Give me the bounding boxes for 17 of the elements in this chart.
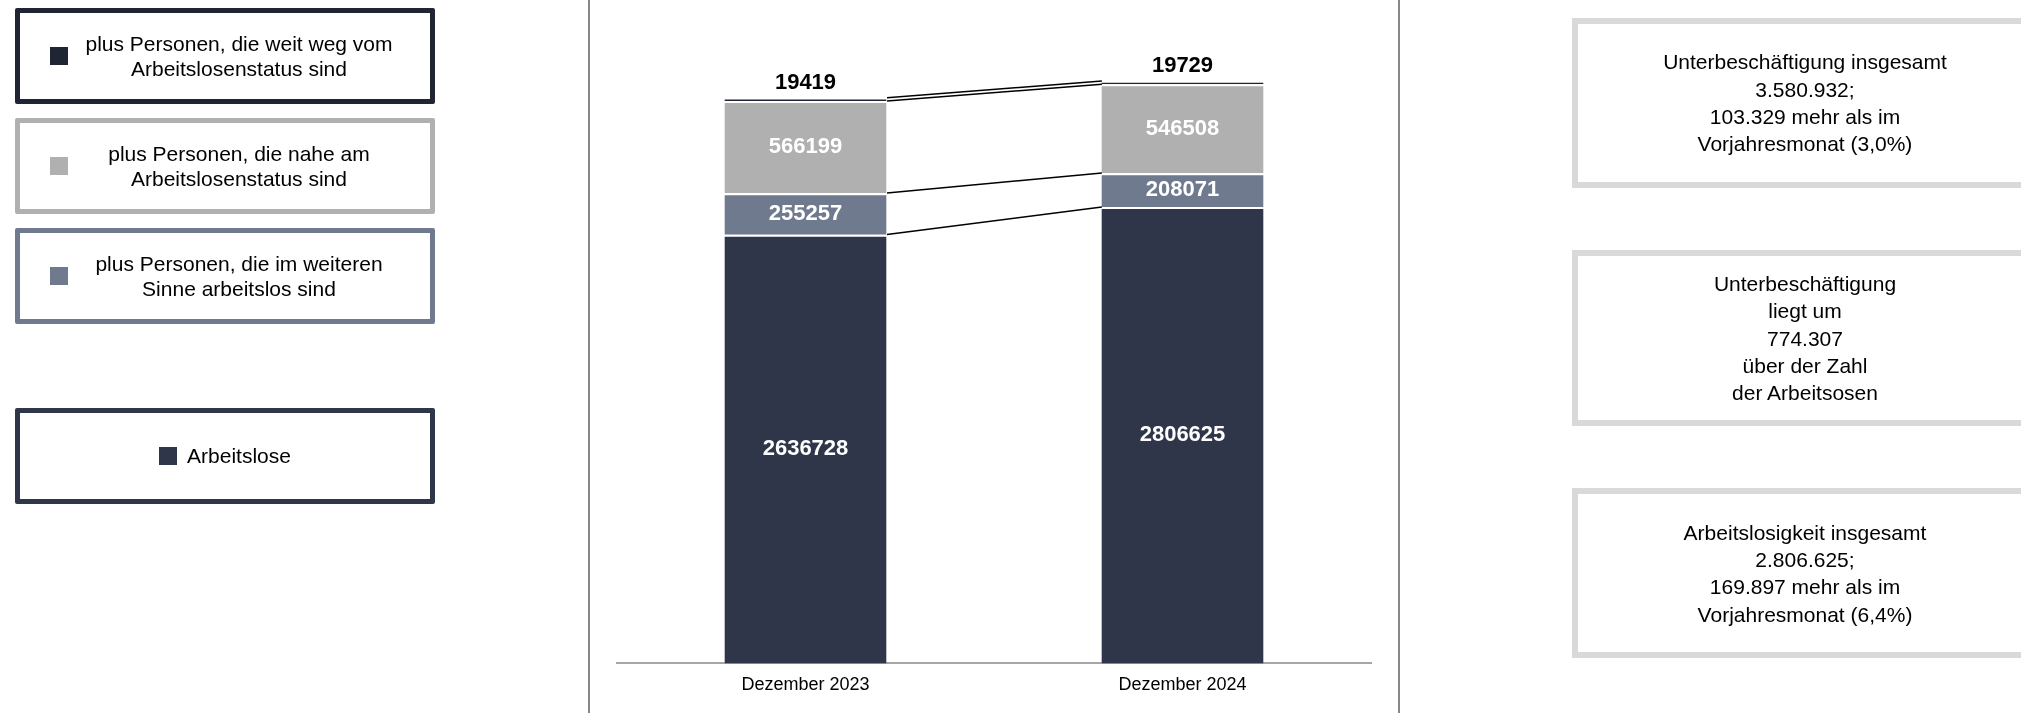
data-label: 2636728	[762, 435, 849, 461]
data-label: 208071	[1145, 176, 1220, 202]
data-label: 19419	[774, 69, 837, 94]
data-label: 2806625	[1139, 421, 1226, 447]
legend-label: plus Personen, die weit weg vom Arbeitslosenstatus sind	[84, 30, 394, 82]
text: Unterbeschäftigung liegt um 774.307 über der Zahl der Arbeitsosen	[1572, 250, 2021, 427]
text: Arbeitslosigkeit insgesamt 2.806.625; 169.897 mehr als im Vorjahresmonat (6,4%)	[1572, 488, 2021, 659]
x-tick-label: Dezember 2023	[741, 674, 870, 695]
text: Unterbeschäftigung insgesamt 3.580.932; 103.329 mehr als im Vorjahresmonat (3,0%)	[1572, 18, 2021, 188]
data-label: 546508	[1145, 114, 1220, 140]
data-label: 255257	[768, 199, 843, 225]
data-label: 19729	[1151, 52, 1214, 78]
legend-label: plus Personen, die im weiteren Sinne arbeitslos sind	[94, 250, 384, 302]
legend-label: Arbeitslose	[187, 443, 291, 469]
legend-label: plus Personen, die nahe am Arbeitslosenstatus sind	[107, 140, 371, 192]
x-tick-label: Dezember 2024	[1118, 674, 1247, 695]
data-label: 566199	[768, 133, 843, 159]
